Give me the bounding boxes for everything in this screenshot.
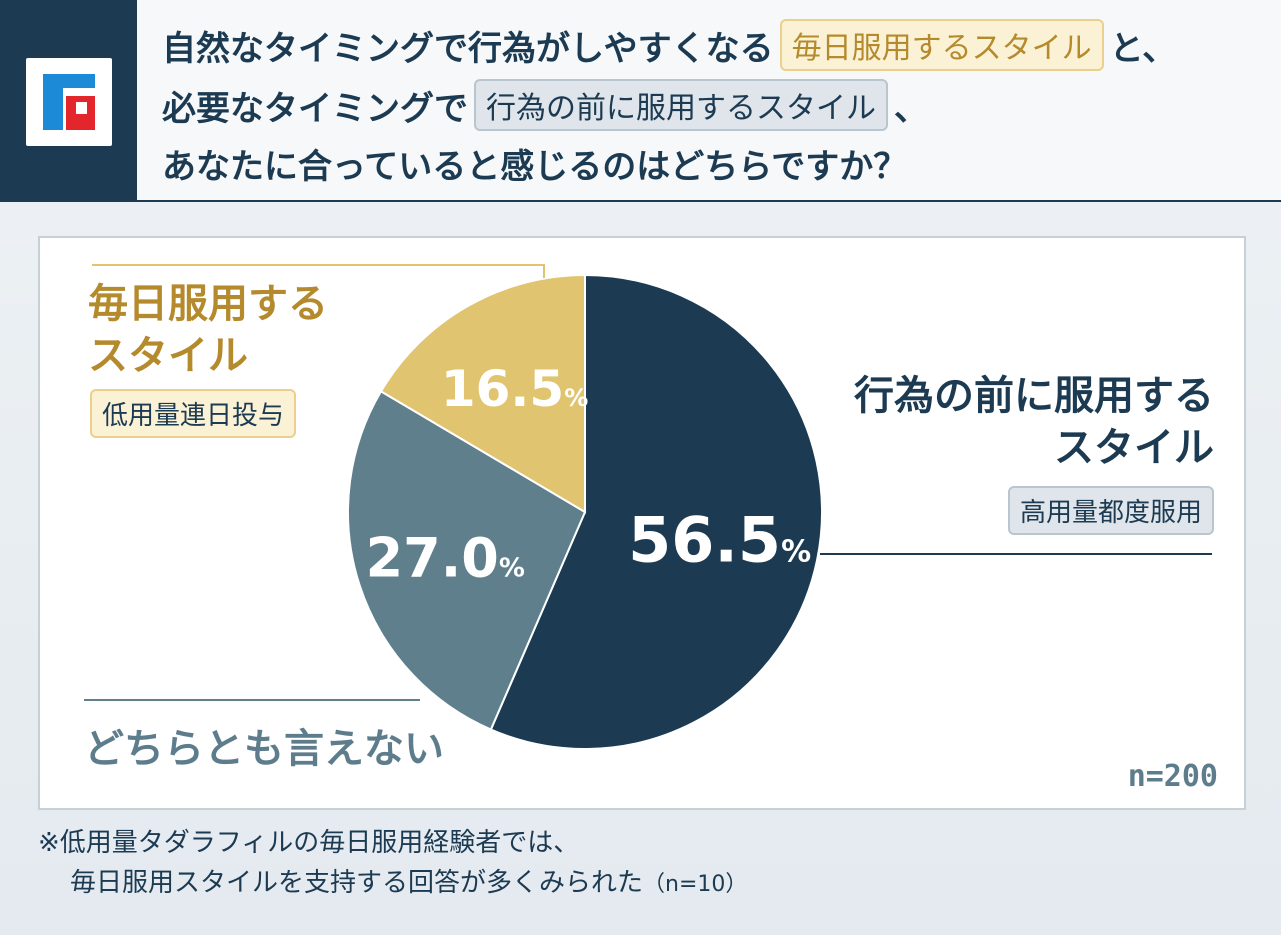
pie-slice [379,273,586,514]
sample-size-label: n=200 [1127,759,1218,794]
question-text: あなたに合っていると感じるのはどちらですか？ [162,146,908,187]
ondemand-label-line: 行為の前に服用する [854,373,1214,419]
slice-value-label: 56.5% [628,504,811,577]
ondemand-style-label: 行為の前に服用する スタイル [854,370,1214,474]
footnote-line-1: ※低用量タダラフィルの毎日服用経験者では、 [38,828,580,858]
question-header: 自然なタイミングで行為がしやすくなる 毎日服用するスタイル と、 必要なタイミン… [0,0,1281,202]
pie-chart: 56.5% 27.0% 16.5% [84,264,1212,750]
question-line-2: 必要なタイミングで 行為の前に服用するスタイル 、 [162,79,928,131]
daily-dosing-badge: 低用量連日投与 [90,389,297,438]
ondemand-dosing-badge: 高用量都度服用 [1007,486,1214,535]
question-text: 自然なタイミングで行為がしやすくなる [162,28,774,69]
slice-value-label: 16.5% [441,360,588,418]
ondemand-style-chip: 行為の前に服用するスタイル [474,79,888,131]
brand-logo [26,58,112,146]
question-text: と、 [1109,28,1177,69]
neither-label: どちらとも言えない [84,726,444,772]
pie-slice [489,273,823,750]
daily-label-line: 毎日服用する [88,281,328,327]
leader-line-daily [92,264,545,278]
daily-style-chip: 毎日服用するスタイル [779,19,1104,71]
footnote-n: （n=10） [643,872,748,897]
question-line-1: 自然なタイミングで行為がしやすくなる 毎日服用するスタイル と、 [162,19,1177,71]
question-text: 、 [894,88,928,129]
slice-value-label: 27.0% [366,526,525,589]
logo-block [0,0,137,200]
chart-panel: 56.5% 27.0% 16.5% 毎日服用する スタイル 低用量連日投与 行為の前… [38,236,1246,810]
question-text: 必要なタイミングで [162,88,468,129]
pie-slice [347,389,587,731]
question-line-3: あなたに合っていると感じるのはどちらですか？ [162,138,907,188]
ondemand-label-line: スタイル [1054,425,1214,471]
footnote-line-2: 毎日服用スタイルを支持する回答が多くみられた（n=10） [70,862,747,899]
daily-style-label: 毎日服用する スタイル [88,278,328,382]
daily-label-line: スタイル [88,333,248,379]
footnote-text: 毎日服用スタイルを支持する回答が多くみられた [70,868,644,898]
